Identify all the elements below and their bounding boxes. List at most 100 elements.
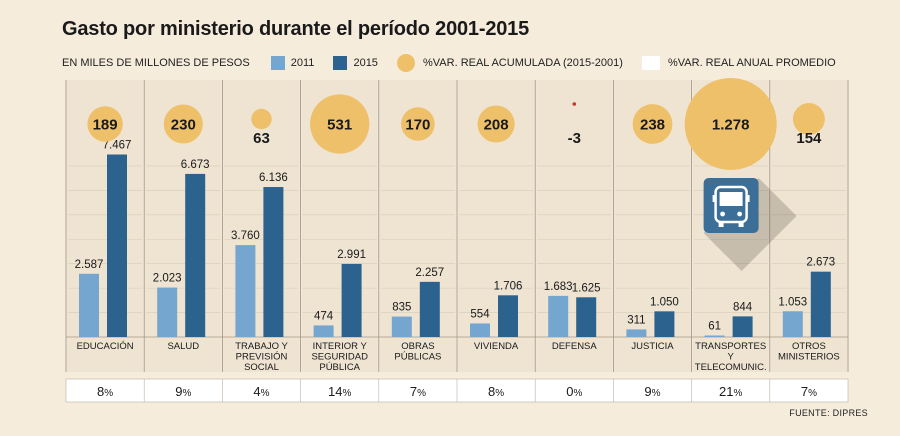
annual-var-label: 9% — [644, 384, 660, 399]
legend-swatch-2011 — [270, 56, 285, 70]
data-label-2015: 6.673 — [181, 159, 210, 171]
bar-2015 — [263, 187, 284, 337]
cumulative-var-circle — [251, 108, 272, 130]
data-label-2015: 2.673 — [806, 257, 835, 269]
annual-var-label: 7% — [410, 384, 426, 399]
bus-icon-light-left — [720, 211, 725, 217]
cumulative-var-circle — [163, 104, 203, 144]
bus-icon-mirror-left — [712, 195, 716, 202]
legend-label-2011: 2011 — [290, 57, 315, 69]
source-note: FUENTE: DIPRES — [789, 408, 868, 418]
column-panel — [536, 80, 613, 372]
annual-var-label: 21% — [719, 384, 742, 399]
category-label: PÚBLICA — [319, 362, 360, 373]
bar-2011 — [313, 325, 334, 337]
cumulative-var-circle — [310, 94, 370, 154]
category-label: PREVISIÓN — [236, 352, 288, 363]
annual-var-label: 14% — [328, 384, 351, 399]
cumulative-var-circle — [477, 105, 515, 143]
bus-icon-light-right — [737, 211, 742, 217]
chart-title: Gasto por ministerio durante el período … — [62, 18, 530, 40]
data-label-2011: 61 — [708, 321, 721, 333]
category-label: PÚBLICAS — [394, 352, 441, 363]
category-label: TRABAJO Y — [235, 341, 288, 352]
data-label-2011: 554 — [470, 308, 490, 320]
cumulative-var-circle — [87, 106, 123, 142]
legend-label-2015: 2015 — [353, 57, 378, 69]
legend-label-box: %VAR. REAL ANUAL PROMEDIO — [667, 57, 836, 69]
data-label-2011: 2.023 — [153, 273, 182, 285]
data-label-2011: 3.760 — [231, 230, 260, 242]
bus-icon-windshield — [719, 192, 743, 206]
bar-2015 — [498, 295, 518, 337]
bar-2011 — [548, 295, 569, 337]
bus-icon-mirror-right — [746, 195, 750, 202]
cumulative-var-label: 189 — [93, 117, 118, 134]
cumulative-var-label: 170 — [405, 117, 430, 134]
annual-var-label: 7% — [801, 384, 817, 399]
bar-2015 — [341, 263, 362, 337]
bar-2015 — [654, 311, 675, 337]
bar-2011 — [470, 323, 490, 337]
legend: EN MILES DE MILLONES DE PESOS 2011 2015 … — [62, 54, 852, 72]
bar-2015 — [576, 297, 597, 337]
data-label-2015: 1.706 — [494, 280, 523, 292]
data-label-2011: 474 — [314, 310, 334, 322]
bar-2015 — [732, 316, 753, 337]
data-label-2011: 1.683 — [544, 281, 573, 293]
bar-2011 — [626, 329, 647, 337]
cumulative-var-circle — [401, 107, 435, 141]
category-label: OTROS — [792, 341, 826, 352]
cumulative-var-label: 238 — [640, 117, 665, 134]
data-label-2011: 311 — [627, 314, 645, 326]
cumulative-var-label: -3 — [568, 130, 581, 147]
legend-swatch-box — [641, 56, 660, 70]
cumulative-var-label: 208 — [484, 117, 509, 134]
data-label-2011: 835 — [392, 302, 411, 314]
cumulative-var-label: 1.278 — [712, 117, 750, 134]
bus-icon — [703, 178, 759, 233]
bar-2011 — [782, 311, 803, 337]
category-label: SOCIAL — [244, 362, 279, 373]
category-label: SALUD — [167, 341, 199, 352]
bar-2011 — [704, 335, 725, 337]
category-label: OBRAS — [401, 341, 434, 352]
category-label: EDUCACIÓN — [77, 341, 134, 352]
data-label-2015: 2.257 — [415, 267, 444, 279]
category-label: INTERIOR Y — [313, 341, 368, 352]
category-label: JUSTICIA — [631, 341, 674, 352]
cumulative-var-label: 531 — [327, 117, 352, 134]
cumulative-var-dot — [572, 102, 577, 106]
bar-2015 — [107, 154, 127, 337]
data-label-2011: 2.587 — [75, 259, 104, 271]
cumulative-var-label: 63 — [253, 130, 270, 147]
data-label-2011: 1.053 — [778, 296, 807, 308]
data-label-2015: 2.991 — [337, 249, 366, 261]
bar-2011 — [157, 287, 178, 337]
data-label-2015: 844 — [733, 301, 753, 313]
bar-2011 — [391, 316, 412, 337]
bus-icon-wheel-right — [738, 222, 744, 227]
legend-label-circle: %VAR. REAL ACUMULADA (2015-2001) — [423, 57, 623, 69]
annual-var-label: 0% — [566, 384, 582, 399]
units-label: EN MILES DE MILLONES DE PESOS — [62, 57, 250, 69]
category-label: DEFENSA — [552, 341, 598, 352]
category-label: Y — [728, 352, 735, 363]
cumulative-var-circle — [632, 104, 673, 144]
cumulative-var-circle — [792, 103, 825, 135]
annual-var-label: 8% — [97, 384, 113, 399]
bus-icon-body — [714, 185, 748, 224]
bar-2015 — [185, 173, 206, 337]
data-label-2015: 1.625 — [572, 282, 601, 294]
bar-2011 — [235, 245, 256, 337]
category-label: TELECOMUNIC. — [695, 362, 767, 373]
annual-var-label: 8% — [488, 384, 504, 399]
category-label: TRANSPORTES — [695, 341, 766, 352]
category-label: SEGURIDAD — [311, 352, 368, 363]
data-label-2015: 6.136 — [259, 172, 288, 184]
bus-icon-wheel-left — [718, 222, 724, 227]
data-label-2015: 7.467 — [103, 140, 132, 152]
annual-var-label: 9% — [175, 384, 191, 399]
cumulative-var-circle — [684, 78, 777, 170]
